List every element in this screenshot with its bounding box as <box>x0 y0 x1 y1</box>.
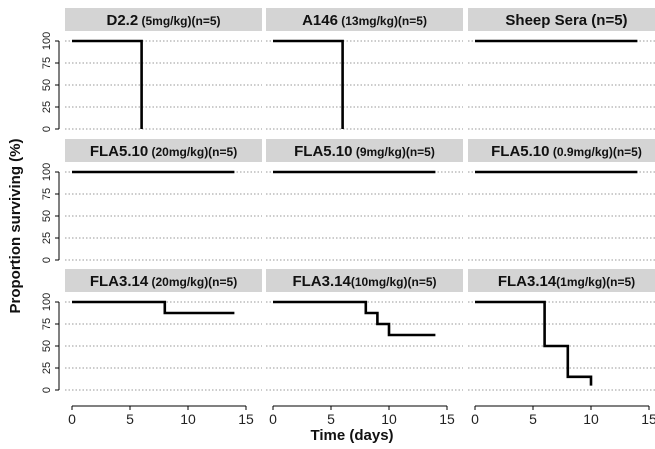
y-tick-label: 50 <box>41 210 53 222</box>
strip-background <box>468 139 655 162</box>
panel-title: FLA5.10 (0.9mg/kg)(n=5) <box>491 143 642 160</box>
panel-title: FLA5.10 (20mg/kg)(n=5) <box>90 143 237 160</box>
panel-fla314-10: FLA3.14(10mg/kg)(n=5) <box>266 269 463 391</box>
panel-title-main: FLA5.10 <box>90 143 148 160</box>
y-tick-label: 100 <box>41 293 53 311</box>
panel-fla510-9: FLA5.10 (9mg/kg)(n=5) <box>266 139 463 261</box>
panel-title: A146 (13mg/kg)(n=5) <box>302 12 427 29</box>
y-tick-label: 75 <box>41 188 53 200</box>
x-tick-label: 5 <box>529 411 537 427</box>
x-tick-label: 5 <box>126 411 134 427</box>
panel-fla510-20: FLA5.10 (20mg/kg)(n=5) <box>65 139 262 261</box>
panel-title-main: Sheep Sera (n=5) <box>505 12 627 29</box>
panel-title-sub: (9mg/kg)(n=5) <box>353 145 435 159</box>
survival-curve-fla314-20 <box>72 300 235 315</box>
strip-background <box>468 8 655 31</box>
panel-title: FLA3.14 (20mg/kg)(n=5) <box>90 273 237 290</box>
y-tick-label: 0 <box>41 257 53 263</box>
y-tick-label: 25 <box>41 232 53 244</box>
strip-background <box>266 8 463 31</box>
x-tick-label: 0 <box>471 411 479 427</box>
panel-title: D2.2 (5mg/kg)(n=5) <box>106 12 220 29</box>
y-tick-label: 0 <box>41 126 53 132</box>
y-axis-title: Proportion surviving (%) <box>7 138 24 313</box>
x-tick-label: 10 <box>381 411 397 427</box>
panel-title-main: FLA5.10 <box>294 143 352 160</box>
y-tick-label: 75 <box>41 318 53 330</box>
survival-curve-fla314-10 <box>273 300 436 337</box>
strip-background <box>266 139 463 162</box>
x-tick-label: 10 <box>180 411 196 427</box>
panel-fla314-1: FLA3.14(1mg/kg)(n=5) <box>468 269 655 391</box>
strip-background <box>65 8 262 31</box>
strip-background <box>65 269 262 292</box>
panel-title-sub: (1mg/kg)(n=5) <box>556 275 635 289</box>
y-tick-label: 75 <box>41 57 53 69</box>
x-tick-label: 10 <box>583 411 599 427</box>
panel-title-sub: (0.9mg/kg)(n=5) <box>550 145 642 159</box>
x-axis-title: Time (days) <box>310 427 393 444</box>
panel-title: FLA3.14(10mg/kg)(n=5) <box>292 273 436 290</box>
survival-curve-d22 <box>72 39 143 129</box>
y-tick-label: 100 <box>41 163 53 181</box>
strip-background <box>65 139 262 162</box>
strip-background <box>468 269 655 292</box>
panel-title-sub: (5mg/kg)(n=5) <box>138 14 220 28</box>
y-tick-label: 50 <box>41 340 53 352</box>
y-tick-label: 50 <box>41 79 53 91</box>
x-tick-label: 15 <box>439 411 455 427</box>
panel-title-main: FLA3.14 <box>90 273 149 290</box>
panel-title-main: A146 <box>302 12 338 29</box>
y-tick-label: 100 <box>41 32 53 50</box>
x-tick-label: 0 <box>68 411 76 427</box>
panel-fla314-20: FLA3.14 (20mg/kg)(n=5) <box>65 269 262 391</box>
panel-fla510-09: FLA5.10 (0.9mg/kg)(n=5) <box>468 139 655 261</box>
panel-title-sub: (10mg/kg)(n=5) <box>351 275 437 289</box>
survival-curve-fla314-1 <box>475 300 593 386</box>
x-tick-label: 15 <box>641 411 655 427</box>
strip-background <box>266 269 463 292</box>
panel-title-sub: (20mg/kg)(n=5) <box>148 275 237 289</box>
y-tick-label: 25 <box>41 101 53 113</box>
panel-title-main: FLA5.10 <box>491 143 549 160</box>
panel-sheep: Sheep Sera (n=5) <box>468 8 655 130</box>
panel-title: Sheep Sera (n=5) <box>505 12 627 29</box>
panel-title-main: FLA3.14 <box>292 273 351 290</box>
survival-curve-a146 <box>273 39 344 129</box>
panel-d22: D2.2 (5mg/kg)(n=5) <box>65 8 262 130</box>
panel-a146: A146 (13mg/kg)(n=5) <box>266 8 463 130</box>
y-tick-label: 25 <box>41 362 53 374</box>
x-tick-label: 5 <box>327 411 335 427</box>
panel-title-main: FLA3.14 <box>498 273 557 290</box>
y-tick-label: 0 <box>41 387 53 393</box>
x-tick-label: 0 <box>269 411 277 427</box>
panel-title-sub: (13mg/kg)(n=5) <box>338 14 427 28</box>
panel-title-sub: (20mg/kg)(n=5) <box>148 145 237 159</box>
x-tick-label: 15 <box>238 411 254 427</box>
panel-title: FLA3.14(1mg/kg)(n=5) <box>498 273 635 290</box>
panel-title: FLA5.10 (9mg/kg)(n=5) <box>294 143 435 160</box>
panel-title-main: D2.2 <box>106 12 138 29</box>
